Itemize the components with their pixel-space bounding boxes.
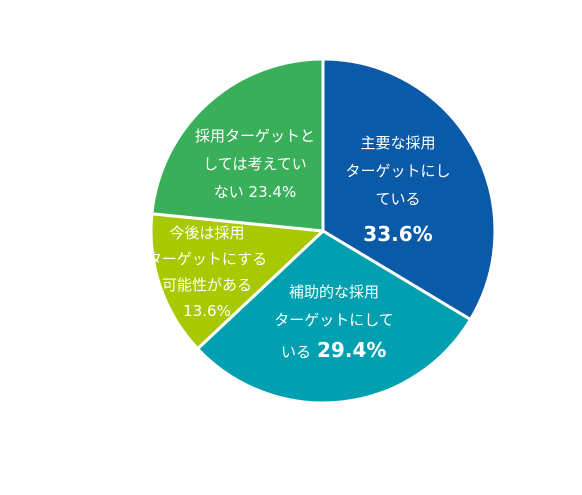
slice-value-main: 33.6%	[363, 222, 432, 246]
slice-label-future-line-4: 13.6%	[183, 302, 231, 320]
slice-label-supplementary-line-3: いる	[281, 343, 311, 361]
slice-label-future-line-2: ターゲットにする	[147, 250, 267, 268]
slice-label-not-target-line-3: ない 23.4%	[214, 183, 296, 201]
slice-label-future: 今後は採用 ターゲットにする 可能性がある 13.6%	[147, 224, 267, 320]
slice-label-not-target: 採用ターゲットと しては考えてい ない 23.4%	[195, 127, 315, 201]
slice-label-supplementary-line-1: 補助的な採用	[289, 283, 379, 301]
slice-label-not-target-line-2: しては考えてい	[203, 155, 307, 173]
slice-label-supplementary: 補助的な採用 ターゲットにして いる 29.4%	[274, 283, 394, 362]
slice-label-main-line-3: ている	[375, 190, 420, 208]
slice-label-future-line-3: 可能性がある	[162, 276, 252, 294]
slice-label-future-line-1: 今後は採用	[169, 224, 244, 242]
pie-slices	[149, 57, 497, 405]
slice-label-supplementary-line-3-group: いる 29.4%	[281, 338, 386, 362]
pie-slice-supplementary	[196, 229, 472, 405]
slice-label-main-line-1: 主要な採用	[360, 134, 435, 152]
slice-label-supplementary-line-2: ターゲットにして	[274, 311, 394, 329]
slice-value-supplementary: 29.4%	[317, 338, 386, 362]
pie-slice-not-target	[150, 57, 325, 233]
slice-label-not-target-line-1: 採用ターゲットと	[195, 127, 315, 145]
slice-label-main-line-2: ターゲットにし	[345, 162, 450, 180]
pie-slice-main	[321, 57, 497, 321]
slice-label-main: 主要な採用 ターゲットにし ている 33.6%	[345, 134, 450, 246]
pie-slice-future	[149, 212, 325, 351]
